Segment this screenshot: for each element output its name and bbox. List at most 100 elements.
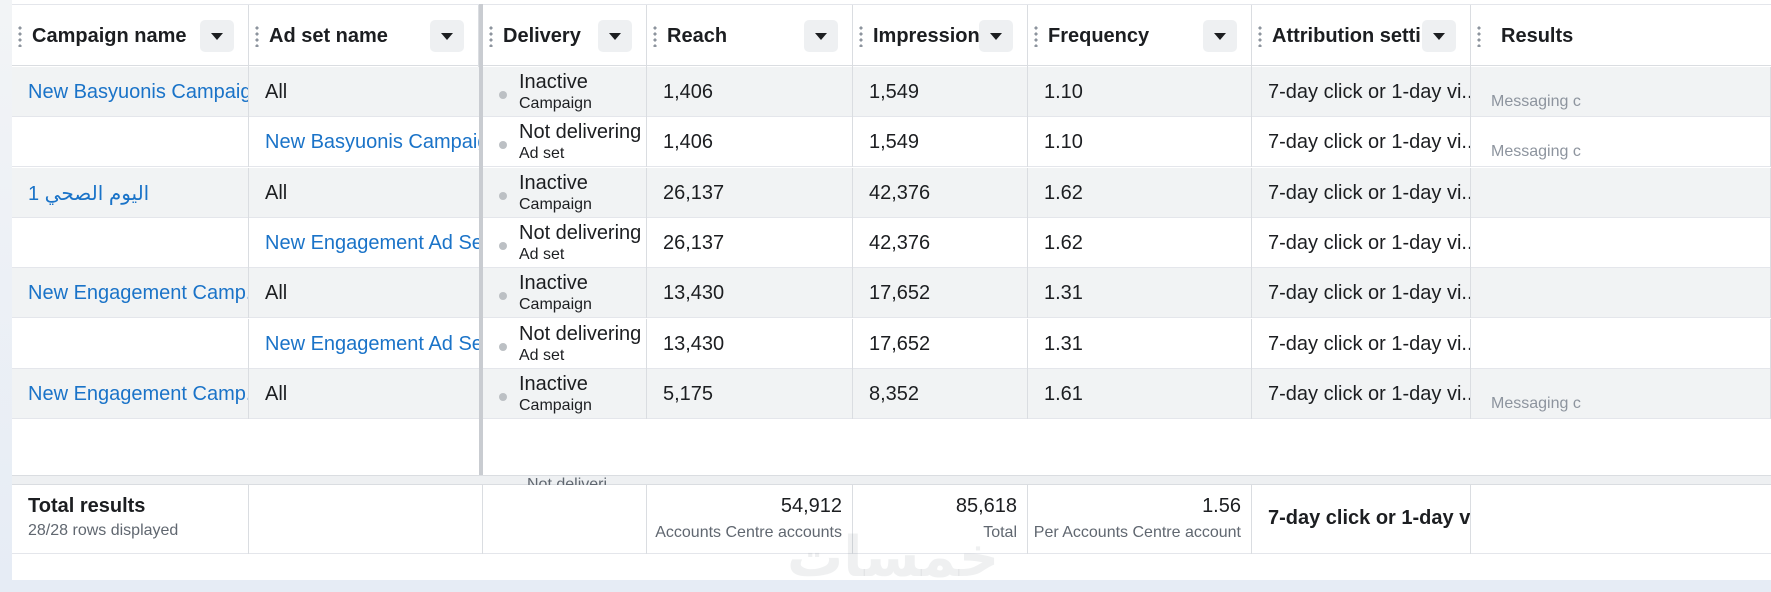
column-header-impressions[interactable]: Impressions: [853, 5, 1028, 67]
campaign-cell: New Engagement Camp...: [12, 369, 249, 419]
adset-cell: All: [249, 67, 483, 117]
totals-attribution: 7-day click or 1-day vi...: [1268, 507, 1471, 529]
reach-value: 1,406: [663, 80, 714, 103]
totals-divider: Not deliveri: [12, 475, 1771, 486]
campaign-cell: اليوم الصحي 1: [12, 168, 249, 218]
delivery-status: Inactive: [519, 272, 588, 294]
table-row[interactable]: New Engagement Camp... All Inactive Campaig…: [12, 369, 1771, 419]
results-cell: [1471, 319, 1771, 369]
totals-reach-caption: Accounts Centre accounts: [655, 524, 842, 541]
table-row[interactable]: New Basyuonis Campaign All Inactive Campaig…: [12, 67, 1771, 117]
impressions-value: 8,352: [869, 382, 920, 405]
delivery-cell: Not delivering Ad set: [483, 319, 647, 369]
column-title: Campaign name: [32, 24, 187, 47]
column-header-attribution-setting[interactable]: Attribution setting: [1252, 5, 1471, 67]
adset-cell: All: [249, 268, 483, 318]
delivery-level: Ad set: [519, 347, 565, 364]
column-menu-button[interactable]: [598, 20, 632, 52]
drag-handle-icon[interactable]: [18, 25, 22, 47]
totals-frequency: 1.56: [1202, 495, 1241, 517]
delivery-status: Not delivering: [519, 323, 642, 345]
ad-set-name-link[interactable]: New Engagement Ad Set: [265, 231, 483, 254]
drag-handle-icon[interactable]: [1034, 25, 1038, 47]
chevron-down-icon: [1433, 32, 1445, 40]
totals-frequency-caption: Per Accounts Centre account: [1033, 524, 1241, 541]
column-header-results[interactable]: Results: [1471, 5, 1771, 67]
attribution-cell: 7-day click or 1-day vi...: [1252, 319, 1471, 369]
frequency-cell: 1.62: [1028, 168, 1252, 218]
drag-handle-icon[interactable]: [1477, 25, 1481, 47]
drag-handle-icon[interactable]: [489, 25, 493, 47]
drag-handle-icon[interactable]: [859, 25, 863, 47]
drag-handle-icon[interactable]: [255, 25, 259, 47]
attribution-value: 7-day click or 1-day vi...: [1268, 332, 1471, 355]
totals-adset-cell: [249, 485, 483, 554]
impressions-value: 1,549: [869, 80, 920, 103]
impressions-cell: 1,549: [853, 67, 1028, 117]
attribution-value: 7-day click or 1-day vi...: [1268, 281, 1471, 304]
column-menu-button[interactable]: [200, 20, 234, 52]
campaign-cell: New Engagement Camp...: [12, 268, 249, 318]
campaign-name-link[interactable]: New Basyuonis Campaign: [28, 80, 249, 103]
ad-set-name-link[interactable]: New Basyuonis Campaign: [265, 130, 483, 153]
delivery-cell: Inactive Campaign: [483, 67, 647, 117]
column-title: Attribution setting: [1272, 24, 1422, 47]
impressions-value: 17,652: [869, 281, 931, 304]
totals-label-cell: Total results 28/28 rows displayed: [12, 485, 249, 554]
column-header-frequency[interactable]: Frequency: [1028, 5, 1252, 67]
column-menu-button[interactable]: [430, 20, 464, 52]
ad-set-name-link[interactable]: New Engagement Ad Set: [265, 332, 483, 355]
reach-cell: 13,430: [647, 268, 853, 318]
impressions-cell: 42,376: [853, 168, 1028, 218]
totals-reach: 54,912: [780, 495, 842, 517]
attribution-value: 7-day click or 1-day vi...: [1268, 382, 1471, 405]
delivery-level: Ad set: [519, 246, 565, 263]
results-cell: Messaging c: [1471, 117, 1771, 167]
column-header-reach[interactable]: Reach: [647, 5, 853, 67]
campaign-name-link[interactable]: New Engagement Camp...: [28, 281, 249, 304]
drag-handle-icon[interactable]: [1258, 25, 1262, 47]
table-header: Campaign name Ad set name Delivery Reach…: [12, 4, 1771, 67]
reach-value: 13,430: [663, 281, 725, 304]
column-header-ad-set-name[interactable]: Ad set name: [249, 5, 479, 67]
column-menu-button[interactable]: [1422, 20, 1456, 52]
column-header-campaign-name[interactable]: Campaign name: [12, 5, 249, 67]
totals-delivery-cell: [483, 485, 647, 554]
attribution-value: 7-day click or 1-day vi...: [1268, 231, 1471, 254]
column-menu-button[interactable]: [979, 20, 1013, 52]
totals-impressions-caption: Total: [983, 524, 1017, 541]
column-title: Reach: [667, 24, 728, 47]
totals-title: Total results: [28, 495, 146, 517]
results-cell: Messaging c: [1471, 67, 1771, 117]
reach-value: 5,175: [663, 382, 714, 405]
table-row[interactable]: New Engagement Camp... All Inactive Campaig…: [12, 268, 1771, 318]
reach-value: 13,430: [663, 332, 725, 355]
reach-value: 1,406: [663, 130, 714, 153]
table-row[interactable]: New Basyuonis Campaign Not delivering Ad s…: [12, 117, 1771, 167]
table-row[interactable]: New Engagement Ad Set Not delivering Ad se…: [12, 319, 1771, 369]
column-menu-button[interactable]: [804, 20, 838, 52]
reach-cell: 5,175: [647, 369, 853, 419]
delivery-level: Campaign: [519, 296, 592, 313]
column-title: Frequency: [1048, 24, 1150, 47]
delivery-level: Ad set: [519, 145, 565, 162]
ads-manager-table: Campaign name Ad set name Delivery Reach…: [12, 0, 1771, 580]
table-row[interactable]: اليوم الصحي 1 All Inactive Campaign 26,137 42…: [12, 168, 1771, 218]
column-header-delivery[interactable]: Delivery: [483, 5, 647, 67]
campaign-name-link[interactable]: اليوم الصحي 1: [28, 182, 150, 205]
table-row[interactable]: New Engagement Ad Set Not delivering Ad se…: [12, 218, 1771, 268]
column-menu-button[interactable]: [1203, 20, 1237, 52]
rows-displayed: 28/28 rows displayed: [28, 522, 179, 539]
frequency-value: 1.31: [1044, 281, 1083, 304]
reach-cell: 26,137: [647, 218, 853, 268]
frequency-value: 1.10: [1044, 130, 1083, 153]
frozen-column-divider: [479, 4, 483, 554]
results-value: Messaging c: [1491, 143, 1581, 160]
delivery-cell: Not delivering Ad set: [483, 117, 647, 167]
reach-value: 26,137: [663, 231, 725, 254]
drag-handle-icon[interactable]: [653, 25, 657, 47]
campaign-name-link[interactable]: New Engagement Camp...: [28, 382, 249, 405]
status-dot-icon: [499, 393, 507, 401]
ad-set-name-text: All: [265, 80, 288, 103]
adset-cell: All: [249, 168, 483, 218]
